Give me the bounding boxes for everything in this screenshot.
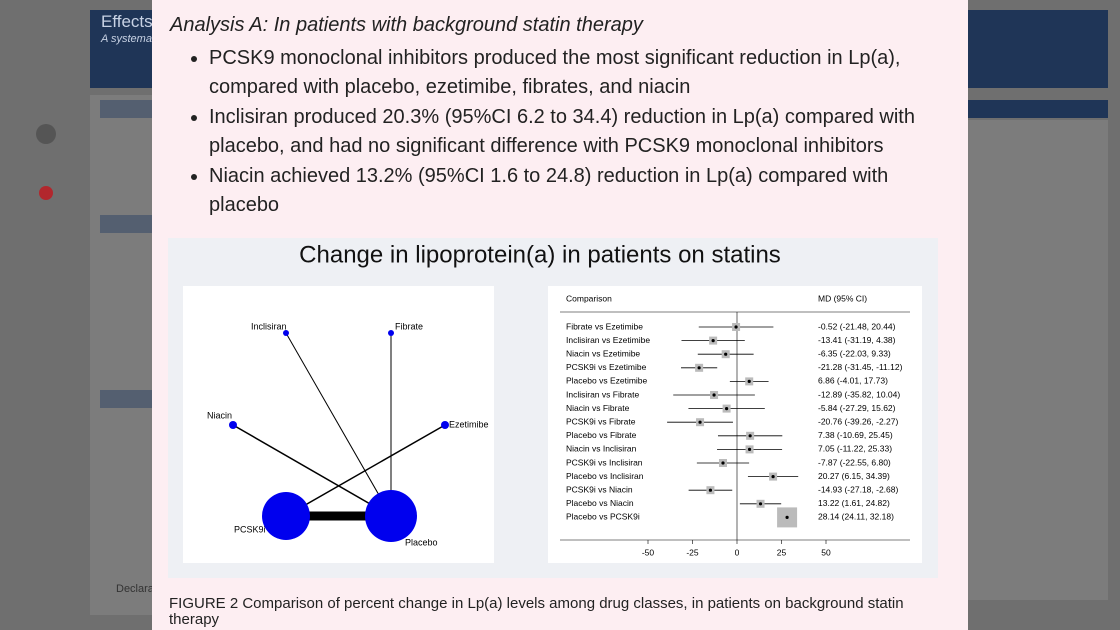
nav-dot[interactable] (39, 186, 53, 200)
poster-section-title: Declarat (116, 583, 157, 595)
node-label: Ezetimibe (449, 419, 489, 429)
forest-panel (548, 286, 922, 563)
point-estimate (747, 447, 752, 451)
row-value: -7.87 (-22.55, 6.80) (818, 457, 891, 467)
poster-section (968, 100, 1108, 118)
row-label: Placebo vs Inclisiran (566, 471, 644, 481)
column-header: MD (95% CI) (818, 293, 867, 303)
network-node (283, 330, 289, 336)
point-estimate (698, 420, 702, 424)
heading: Analysis A: In patients with background … (170, 14, 643, 36)
point-estimate (771, 475, 775, 479)
row-value: 20.27 (6.15, 34.39) (818, 471, 890, 481)
node-label: Fibrate (395, 321, 423, 331)
point-estimate (697, 366, 701, 370)
bullet: PCSK9 monoclonal inhibitors produced the… (209, 44, 929, 102)
poster-subtitle: A systemat (100, 33, 156, 45)
row-label: Placebo vs Ezetimibe (566, 376, 648, 386)
poster-body (968, 120, 1108, 600)
nav-dot[interactable] (36, 124, 56, 144)
row-value: -6.35 (-22.03, 9.33) (818, 348, 891, 358)
point-estimate (721, 461, 725, 465)
x-tick-label: 50 (821, 547, 831, 557)
point-estimate (747, 379, 751, 383)
caption: FIGURE 2 Comparison of percent change in… (169, 595, 904, 628)
row-value: 7.05 (-11.22, 25.33) (818, 444, 892, 454)
network-node (229, 421, 237, 429)
poster-header (90, 10, 152, 88)
row-label: Placebo vs PCSK9i (566, 512, 640, 522)
node-label: Placebo (405, 537, 438, 547)
row-label: PCSK9i vs Ezetimibe (566, 362, 647, 372)
network-edge (285, 424, 446, 517)
point-estimate (734, 325, 738, 329)
row-value: -12.89 (-35.82, 10.04) (818, 389, 900, 399)
bullet: Niacin achieved 13.2% (95%CI 1.6 to 24.8… (209, 162, 929, 220)
row-label: Placebo vs Fibrate (566, 430, 637, 440)
figure-title: Change in lipoprotein(a) in patients on … (299, 241, 781, 268)
point-estimate (711, 339, 715, 343)
network-edge (232, 424, 392, 517)
row-value: 7.38 (-10.69, 25.45) (818, 430, 893, 440)
point-estimate (748, 434, 752, 438)
point-estimate (758, 502, 763, 506)
row-label: Inclisiran vs Fibrate (566, 389, 639, 399)
row-label: PCSK9i vs Niacin (566, 484, 633, 494)
network: Inclisiran Fibrate Niacin Ezetimibe PCSK9i Pl… (207, 321, 489, 547)
point-estimate (785, 515, 789, 519)
row-label: Inclisiran vs Ezetimibe (566, 335, 650, 345)
row-label: Niacin vs Inclisiran (566, 444, 637, 454)
poster-body (90, 95, 152, 615)
row-value: -14.93 (-27.18, -2.68) (818, 484, 898, 494)
network-edge (285, 332, 392, 517)
point-estimate (724, 352, 728, 356)
row-label: PCSK9i vs Inclisiran (566, 457, 643, 467)
node-label: Niacin (207, 410, 232, 420)
row-value: -20.76 (-39.26, -2.27) (818, 416, 898, 426)
row-value: 6.86 (-4.01, 17.73) (818, 376, 888, 386)
poster-header (968, 10, 1108, 88)
network-node (388, 330, 394, 336)
node-label: Inclisiran (251, 321, 287, 331)
network-node (262, 492, 310, 540)
x-tick-label: -25 (686, 547, 699, 557)
figure: Change in lipoprotein(a) in patients on … (168, 238, 938, 578)
row-label: Niacin vs Ezetimibe (566, 348, 640, 358)
node-label: PCSK9i (234, 524, 266, 534)
forest-plot: Comparison MD (95% CI) -50 -25 0 25 50 Fibrate … (560, 293, 910, 557)
point-estimate (725, 407, 729, 411)
network-node (365, 490, 417, 542)
row-value: -13.41 (-31.19, 4.38) (818, 335, 896, 345)
bullet: Inclisiran produced 20.3% (95%CI 6.2 to … (209, 103, 929, 161)
poster-title: Effects (101, 12, 153, 31)
row-value: 13.22 (1.61, 24.82) (818, 498, 890, 508)
row-label: Placebo vs Niacin (566, 498, 634, 508)
figure-modal: Analysis A: In patients with background … (152, 0, 968, 630)
network-node (441, 421, 449, 429)
row-label: PCSK9i vs Fibrate (566, 416, 636, 426)
row-value: -21.28 (-31.45, -11.12) (818, 362, 903, 372)
row-label: Fibrate vs Ezetimibe (566, 321, 643, 331)
row-label: Niacin vs Fibrate (566, 403, 630, 413)
x-tick-label: 25 (777, 547, 787, 557)
row-value: -0.52 (-21.48, 20.44) (818, 321, 896, 331)
point-estimate (712, 393, 716, 397)
point-estimate (708, 488, 713, 492)
row-value: 28.14 (24.11, 32.18) (818, 512, 894, 522)
column-header: Comparison (566, 293, 612, 303)
bullet-list: PCSK9 monoclonal inhibitors produced the… (189, 44, 929, 221)
x-tick-label: -50 (642, 547, 655, 557)
row-value: -5.84 (-27.29, 15.62) (818, 403, 896, 413)
x-tick-label: 0 (735, 547, 740, 557)
